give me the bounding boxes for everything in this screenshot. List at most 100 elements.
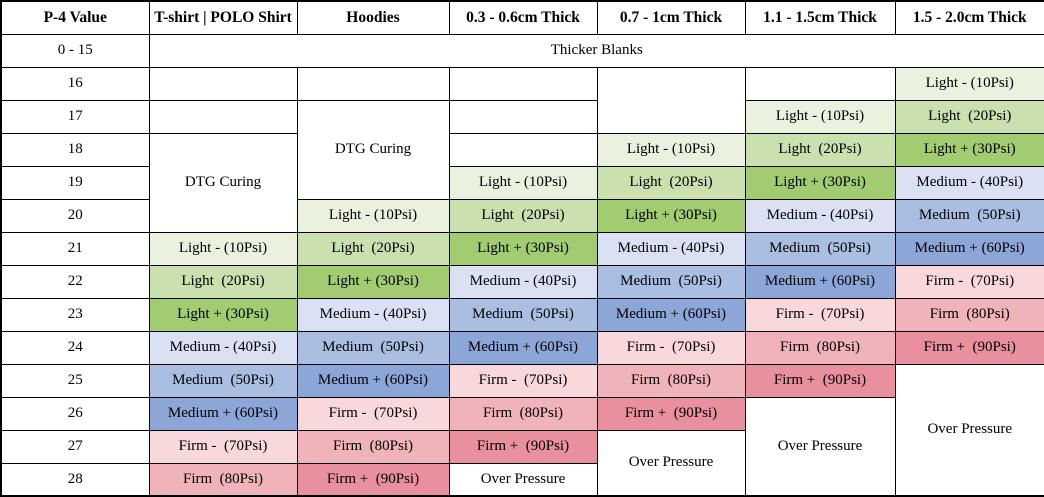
pressure-cell-m2: Medium (50Psi) — [744, 231, 896, 266]
pressure-cell-op: Over Pressure — [448, 462, 598, 497]
pressure-cell-f3: Firm + (90Psi) — [596, 396, 746, 431]
pressure-cell-l1: Light - (10Psi) — [894, 66, 1044, 101]
column-header: 0.7 - 1cm Thick — [596, 0, 746, 35]
column-header: T-shirt | POLO Shirt — [148, 0, 298, 35]
table-row: 21 Light - (10Psi) Light (20Psi) Light + (3… — [0, 231, 1044, 266]
pressure-cell-blank — [148, 66, 298, 101]
p4-value-cell: 20 — [0, 198, 150, 233]
pressure-cell-m3: Medium + (60Psi) — [596, 297, 746, 332]
pressure-cell-f2: Firm (80Psi) — [148, 462, 298, 497]
pressure-cell-f2: Firm (80Psi) — [744, 330, 896, 365]
p4-value-cell: 25 — [0, 363, 150, 398]
pressure-cell-m3: Medium + (60Psi) — [744, 264, 896, 299]
pressure-cell-l3: Light + (30Psi) — [744, 165, 896, 200]
pressure-cell-m1: Medium - (40Psi) — [596, 231, 746, 266]
pressure-cell-l1: Light - (10Psi) — [596, 132, 746, 167]
pressure-cell-blank — [296, 66, 450, 101]
pressure-cell-l2: Light (20Psi) — [148, 264, 298, 299]
pressure-cell-l2: Light (20Psi) — [744, 132, 896, 167]
table-row: 25 Medium (50Psi) Medium + (60Psi) Firm - (… — [0, 363, 1044, 497]
p4-value-cell: 26 — [0, 396, 150, 431]
pressure-cell-l2: Light (20Psi) — [296, 231, 450, 266]
pressure-cell-blank — [744, 66, 896, 101]
p4-value-cell: 16 — [0, 66, 150, 101]
pressure-cell-f1: Firm - (70Psi) — [744, 297, 896, 332]
p4-value-cell: 18 — [0, 132, 150, 167]
pressure-cell-op: Over Pressure — [596, 429, 746, 497]
table-row: 22 Light (20Psi) Light + (30Psi) Medium - (… — [0, 264, 1044, 299]
pressure-cell-m1: Medium - (40Psi) — [448, 264, 598, 299]
table-body: 0 - 15 Thicker Blanks 16 Light - (10Psi) 17 D… — [0, 33, 1044, 497]
pressure-cell-f3: Firm + (90Psi) — [296, 462, 450, 497]
pressure-cell-l1: Light - (10Psi) — [148, 231, 298, 266]
p4-value-cell: 27 — [0, 429, 150, 464]
column-header: Hoodies — [296, 0, 450, 35]
pressure-cell-m1: Medium - (40Psi) — [148, 330, 298, 365]
table-header: P-4 Value T-shirt | POLO Shirt Hoodies 0.3 … — [0, 0, 1044, 35]
pressure-cell-l3: Light + (30Psi) — [894, 132, 1044, 167]
pressure-cell-f1: Firm - (70Psi) — [296, 396, 450, 431]
pressure-cell-f3: Firm + (90Psi) — [448, 429, 598, 464]
pressure-cell-l3: Light + (30Psi) — [596, 198, 746, 233]
pressure-cell-l3: Light + (30Psi) — [448, 231, 598, 266]
p4-value-cell: 21 — [0, 231, 150, 266]
table-row: 17 DTG Curing Light - (10Psi) Light (20Psi) — [0, 99, 1044, 200]
pressure-cell-blank — [148, 99, 298, 134]
column-header: 1.5 - 2.0cm Thick — [894, 0, 1044, 35]
p4-value-cell: 17 — [0, 99, 150, 134]
column-header: 0.3 - 0.6cm Thick — [448, 0, 598, 35]
column-header: P-4 Value — [0, 0, 150, 35]
p4-value-cell: 19 — [0, 165, 150, 200]
pressure-cell-f2: Firm (80Psi) — [894, 297, 1044, 332]
pressure-cell-thicker: Thicker Blanks — [148, 33, 1044, 68]
pressure-cell-l2: Light (20Psi) — [596, 165, 746, 200]
pressure-cell-m3: Medium + (60Psi) — [894, 231, 1044, 266]
pressure-cell-f3: Firm + (90Psi) — [744, 363, 896, 398]
pressure-cell-m3: Medium + (60Psi) — [148, 396, 298, 431]
pressure-cell-f1: Firm - (70Psi) — [596, 330, 746, 365]
pressure-cell-f1: Firm - (70Psi) — [894, 264, 1044, 299]
table-row: 18 DTG Curing Light - (10Psi) Light (20Psi)… — [0, 132, 1044, 233]
pressure-cell-dtg: DTG Curing — [148, 132, 298, 233]
pressure-cell-m2: Medium (50Psi) — [448, 297, 598, 332]
pressure-cell-blank — [448, 99, 598, 134]
p4-value-cell: 22 — [0, 264, 150, 299]
pressure-cell-m1: Medium - (40Psi) — [894, 165, 1044, 200]
table-row: 26 Medium + (60Psi) Firm - (70Psi) Firm (80… — [0, 396, 1044, 497]
pressure-cell-dtg: DTG Curing — [296, 99, 450, 200]
header-row: P-4 Value T-shirt | POLO Shirt Hoodies 0.3 … — [0, 0, 1044, 35]
p4-value-cell: 23 — [0, 297, 150, 332]
pressure-cell-m3: Medium + (60Psi) — [448, 330, 598, 365]
pressure-cell-op: Over Pressure — [894, 363, 1044, 497]
table-row: 23 Light + (30Psi) Medium - (40Psi) Medium … — [0, 297, 1044, 332]
pressure-cell-l3: Light + (30Psi) — [148, 297, 298, 332]
pressure-cell-l3: Light + (30Psi) — [296, 264, 450, 299]
table-row: 16 Light - (10Psi) — [0, 66, 1044, 134]
pressure-cell-l1: Light - (10Psi) — [296, 198, 450, 233]
table-row: 24 Medium - (40Psi) Medium (50Psi) Medium +… — [0, 330, 1044, 365]
pressure-cell-m1: Medium - (40Psi) — [744, 198, 896, 233]
pressure-cell-f2: Firm (80Psi) — [296, 429, 450, 464]
table-row: 19 Light - (10Psi) Light (20Psi) Light + (3… — [0, 165, 1044, 200]
pressure-cell-blank — [448, 66, 598, 101]
pressure-cell-m2: Medium (50Psi) — [596, 264, 746, 299]
pressure-cell-op: Over Pressure — [744, 396, 896, 497]
pressure-cell-l2: Light (20Psi) — [448, 198, 598, 233]
p4-value-cell: 28 — [0, 462, 150, 497]
pressure-cell-f2: Firm (80Psi) — [596, 363, 746, 398]
pressure-cell-f3: Firm + (90Psi) — [894, 330, 1044, 365]
pressure-cell-m2: Medium (50Psi) — [148, 363, 298, 398]
pressure-cell-blank — [596, 66, 746, 134]
pressure-cell-m2: Medium (50Psi) — [894, 198, 1044, 233]
p4-value-cell: 0 - 15 — [0, 33, 150, 68]
table-row: 20 Light - (10Psi) Light (20Psi) Light + (3… — [0, 198, 1044, 233]
p4-value-cell: 24 — [0, 330, 150, 365]
pressure-cell-l1: Light - (10Psi) — [448, 165, 598, 200]
pressure-cell-blank — [448, 132, 598, 167]
pressure-cell-l2: Light (20Psi) — [894, 99, 1044, 134]
column-header: 1.1 - 1.5cm Thick — [744, 0, 896, 35]
pressure-cell-m3: Medium + (60Psi) — [296, 363, 450, 398]
pressure-cell-f1: Firm - (70Psi) — [148, 429, 298, 464]
pressure-cell-f2: Firm (80Psi) — [448, 396, 598, 431]
